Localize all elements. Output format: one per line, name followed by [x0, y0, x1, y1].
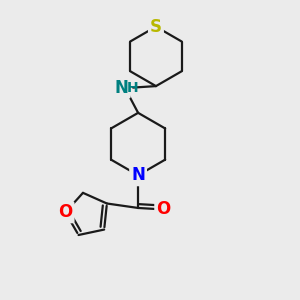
- Text: O: O: [156, 200, 170, 218]
- Text: S: S: [150, 18, 162, 36]
- Text: O: O: [58, 203, 73, 221]
- Text: N: N: [131, 166, 145, 184]
- Text: N: N: [115, 79, 129, 97]
- Text: H: H: [127, 81, 139, 94]
